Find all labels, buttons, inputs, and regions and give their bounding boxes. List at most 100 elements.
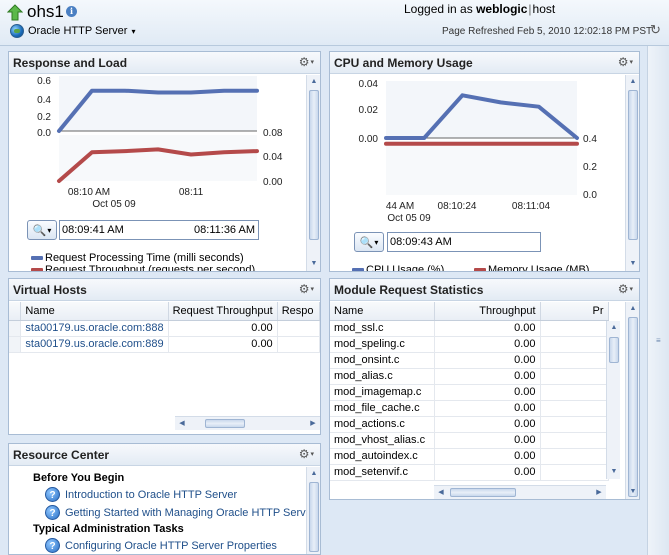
vhost-link[interactable]: sta00179.us.oracle.com:889 [20, 336, 169, 353]
scroll-thumb[interactable] [628, 90, 638, 240]
panel-menu[interactable]: ⚙ ▾ [618, 282, 633, 296]
magnifier-icon: 🔍 [359, 236, 374, 249]
table-row[interactable]: mod_file_cache.c 0.00 [330, 400, 609, 417]
resource-link-label[interactable]: Getting Started with Managing Oracle HTT… [65, 506, 306, 519]
grip-icon[interactable]: ≡ [656, 336, 661, 345]
throughput-value: 0.00 [168, 320, 278, 337]
table-row[interactable]: mod_speling.c 0.00 [330, 336, 609, 353]
vertical-scrollbar[interactable]: ▲ ▼ [625, 75, 639, 271]
zoom-button[interactable]: 🔍 ▾ [27, 220, 57, 240]
zoom-button[interactable]: 🔍 ▾ [354, 232, 384, 252]
up-arrow-icon[interactable] [7, 4, 23, 22]
scroll-down-icon[interactable]: ▼ [610, 468, 618, 475]
help-icon: ? [45, 505, 60, 520]
table-row[interactable]: mod_setenvif.c 0.00 [330, 464, 609, 481]
processing-value [540, 400, 609, 417]
scroll-thumb[interactable] [628, 317, 638, 497]
gear-icon: ⚙ [298, 282, 310, 296]
module-name: mod_autoindex.c [330, 448, 435, 465]
throughput-value: 0.00 [434, 384, 541, 401]
processing-value [540, 368, 609, 385]
column-header-response[interactable]: Respo [277, 302, 320, 321]
throughput-value: 0.00 [434, 320, 541, 337]
column-header-throughput[interactable]: Request Throughput [168, 302, 278, 321]
side-panel-strip[interactable]: ≡ [647, 46, 669, 555]
help-icon: ? [45, 487, 60, 502]
table-row[interactable]: mod_onsint.c 0.00 [330, 352, 609, 369]
x-tick: 08:11 [179, 187, 204, 198]
x-tick: 08:10 AM [68, 187, 110, 198]
refresh-icon[interactable]: ↻ [650, 22, 661, 37]
panel-menu[interactable]: ⚙ ▾ [299, 447, 314, 461]
panel-header: Virtual Hosts ⚙ ▾ [9, 279, 320, 301]
panel-title: Resource Center [13, 448, 110, 462]
chevron-down-icon: ▾ [629, 59, 633, 66]
logged-in-label: Logged in as [404, 2, 473, 16]
resource-link[interactable]: ? Introduction to Oracle HTTP Server [45, 487, 237, 502]
vertical-scrollbar[interactable]: ▲ ▼ [625, 302, 639, 499]
gear-icon: ⚙ [298, 447, 310, 461]
scroll-down-icon[interactable]: ▼ [629, 488, 637, 495]
target-menu[interactable]: Oracle HTTP Server ▾ [10, 24, 135, 38]
horizontal-scrollbar[interactable]: ◀ ▶ [175, 416, 320, 430]
resource-link-label[interactable]: Configuring Oracle HTTP Server Propertie… [65, 539, 277, 552]
panel-menu[interactable]: ⚙ ▾ [299, 282, 314, 296]
table-row[interactable]: mod_alias.c 0.00 [330, 368, 609, 385]
processing-value [540, 384, 609, 401]
chevron-down-icon: ▾ [310, 451, 314, 458]
panel-menu[interactable]: ⚙ ▾ [299, 55, 314, 69]
resource-link-label[interactable]: Introduction to Oracle HTTP Server [65, 488, 238, 501]
scroll-up-icon[interactable]: ▲ [310, 78, 318, 85]
table-vertical-scrollbar[interactable]: ▲ ▼ [606, 321, 620, 479]
table-row[interactable]: mod_vhost_alias.c 0.00 [330, 432, 609, 449]
panel-menu[interactable]: ⚙ ▾ [618, 55, 633, 69]
scroll-thumb[interactable] [205, 419, 245, 428]
panel-title: CPU and Memory Usage [334, 56, 473, 70]
vhost-link[interactable]: sta00179.us.oracle.com:888 [20, 320, 169, 337]
x-tick: 08:10:24 [438, 201, 477, 212]
scroll-thumb[interactable] [309, 482, 319, 552]
time-range-selector[interactable]: 08:09:43 AM [387, 232, 541, 252]
scroll-down-icon[interactable]: ▼ [310, 260, 318, 267]
row-selector-header [9, 302, 22, 321]
column-header-name[interactable]: Name [20, 302, 169, 321]
table-row[interactable]: mod_autoindex.c 0.00 [330, 448, 609, 465]
table-row[interactable]: mod_ssl.c 0.00 [330, 320, 609, 337]
resource-link[interactable]: ? Configuring Oracle HTTP Server Propert… [45, 538, 277, 553]
scroll-down-icon[interactable]: ▼ [629, 260, 637, 267]
row-selector[interactable] [9, 320, 22, 337]
y-tick-left: 0.4 [37, 95, 51, 106]
scroll-right-icon[interactable]: ▶ [310, 420, 316, 427]
info-icon[interactable]: i [66, 6, 77, 17]
column-header-throughput[interactable]: Throughput [434, 302, 541, 321]
scroll-thumb[interactable] [309, 90, 319, 240]
table-header-row: Name Throughput Pr [330, 302, 609, 321]
scroll-up-icon[interactable]: ▲ [610, 324, 618, 331]
table-row[interactable]: sta00179.us.oracle.com:889 0.00 [9, 336, 320, 353]
table-row[interactable]: sta00179.us.oracle.com:888 0.00 [9, 320, 320, 337]
row-selector[interactable] [9, 336, 22, 353]
scroll-up-icon[interactable]: ▲ [310, 470, 318, 477]
time-range-selector[interactable]: 08:09:41 AM 08:11:36 AM [59, 220, 259, 240]
table-row[interactable]: mod_imagemap.c 0.00 [330, 384, 609, 401]
column-header-processing[interactable]: Pr [540, 302, 609, 321]
y-tick-right: 0.0 [583, 190, 597, 201]
scroll-up-icon[interactable]: ▲ [629, 78, 637, 85]
scroll-thumb[interactable] [450, 488, 516, 497]
target-menu-label: Oracle HTTP Server [28, 25, 128, 37]
column-header-name[interactable]: Name [330, 302, 435, 321]
vertical-scrollbar[interactable]: ▲ [306, 467, 320, 554]
table-row[interactable]: mod_actions.c 0.00 [330, 416, 609, 433]
horizontal-scrollbar[interactable]: ◀ ▶ [434, 485, 606, 499]
scroll-thumb[interactable] [609, 337, 619, 363]
resource-link[interactable]: ? Getting Started with Managing Oracle H… [45, 505, 306, 520]
module-name: mod_file_cache.c [330, 400, 435, 417]
scroll-up-icon[interactable]: ▲ [629, 305, 637, 312]
scroll-right-icon[interactable]: ▶ [596, 489, 602, 496]
legend-swatch [352, 268, 364, 271]
vertical-scrollbar[interactable]: ▲ ▼ [306, 75, 320, 271]
scroll-left-icon[interactable]: ◀ [438, 489, 444, 496]
series-line-1 [384, 93, 579, 140]
plot-area-upper [59, 76, 257, 131]
scroll-left-icon[interactable]: ◀ [179, 420, 185, 427]
